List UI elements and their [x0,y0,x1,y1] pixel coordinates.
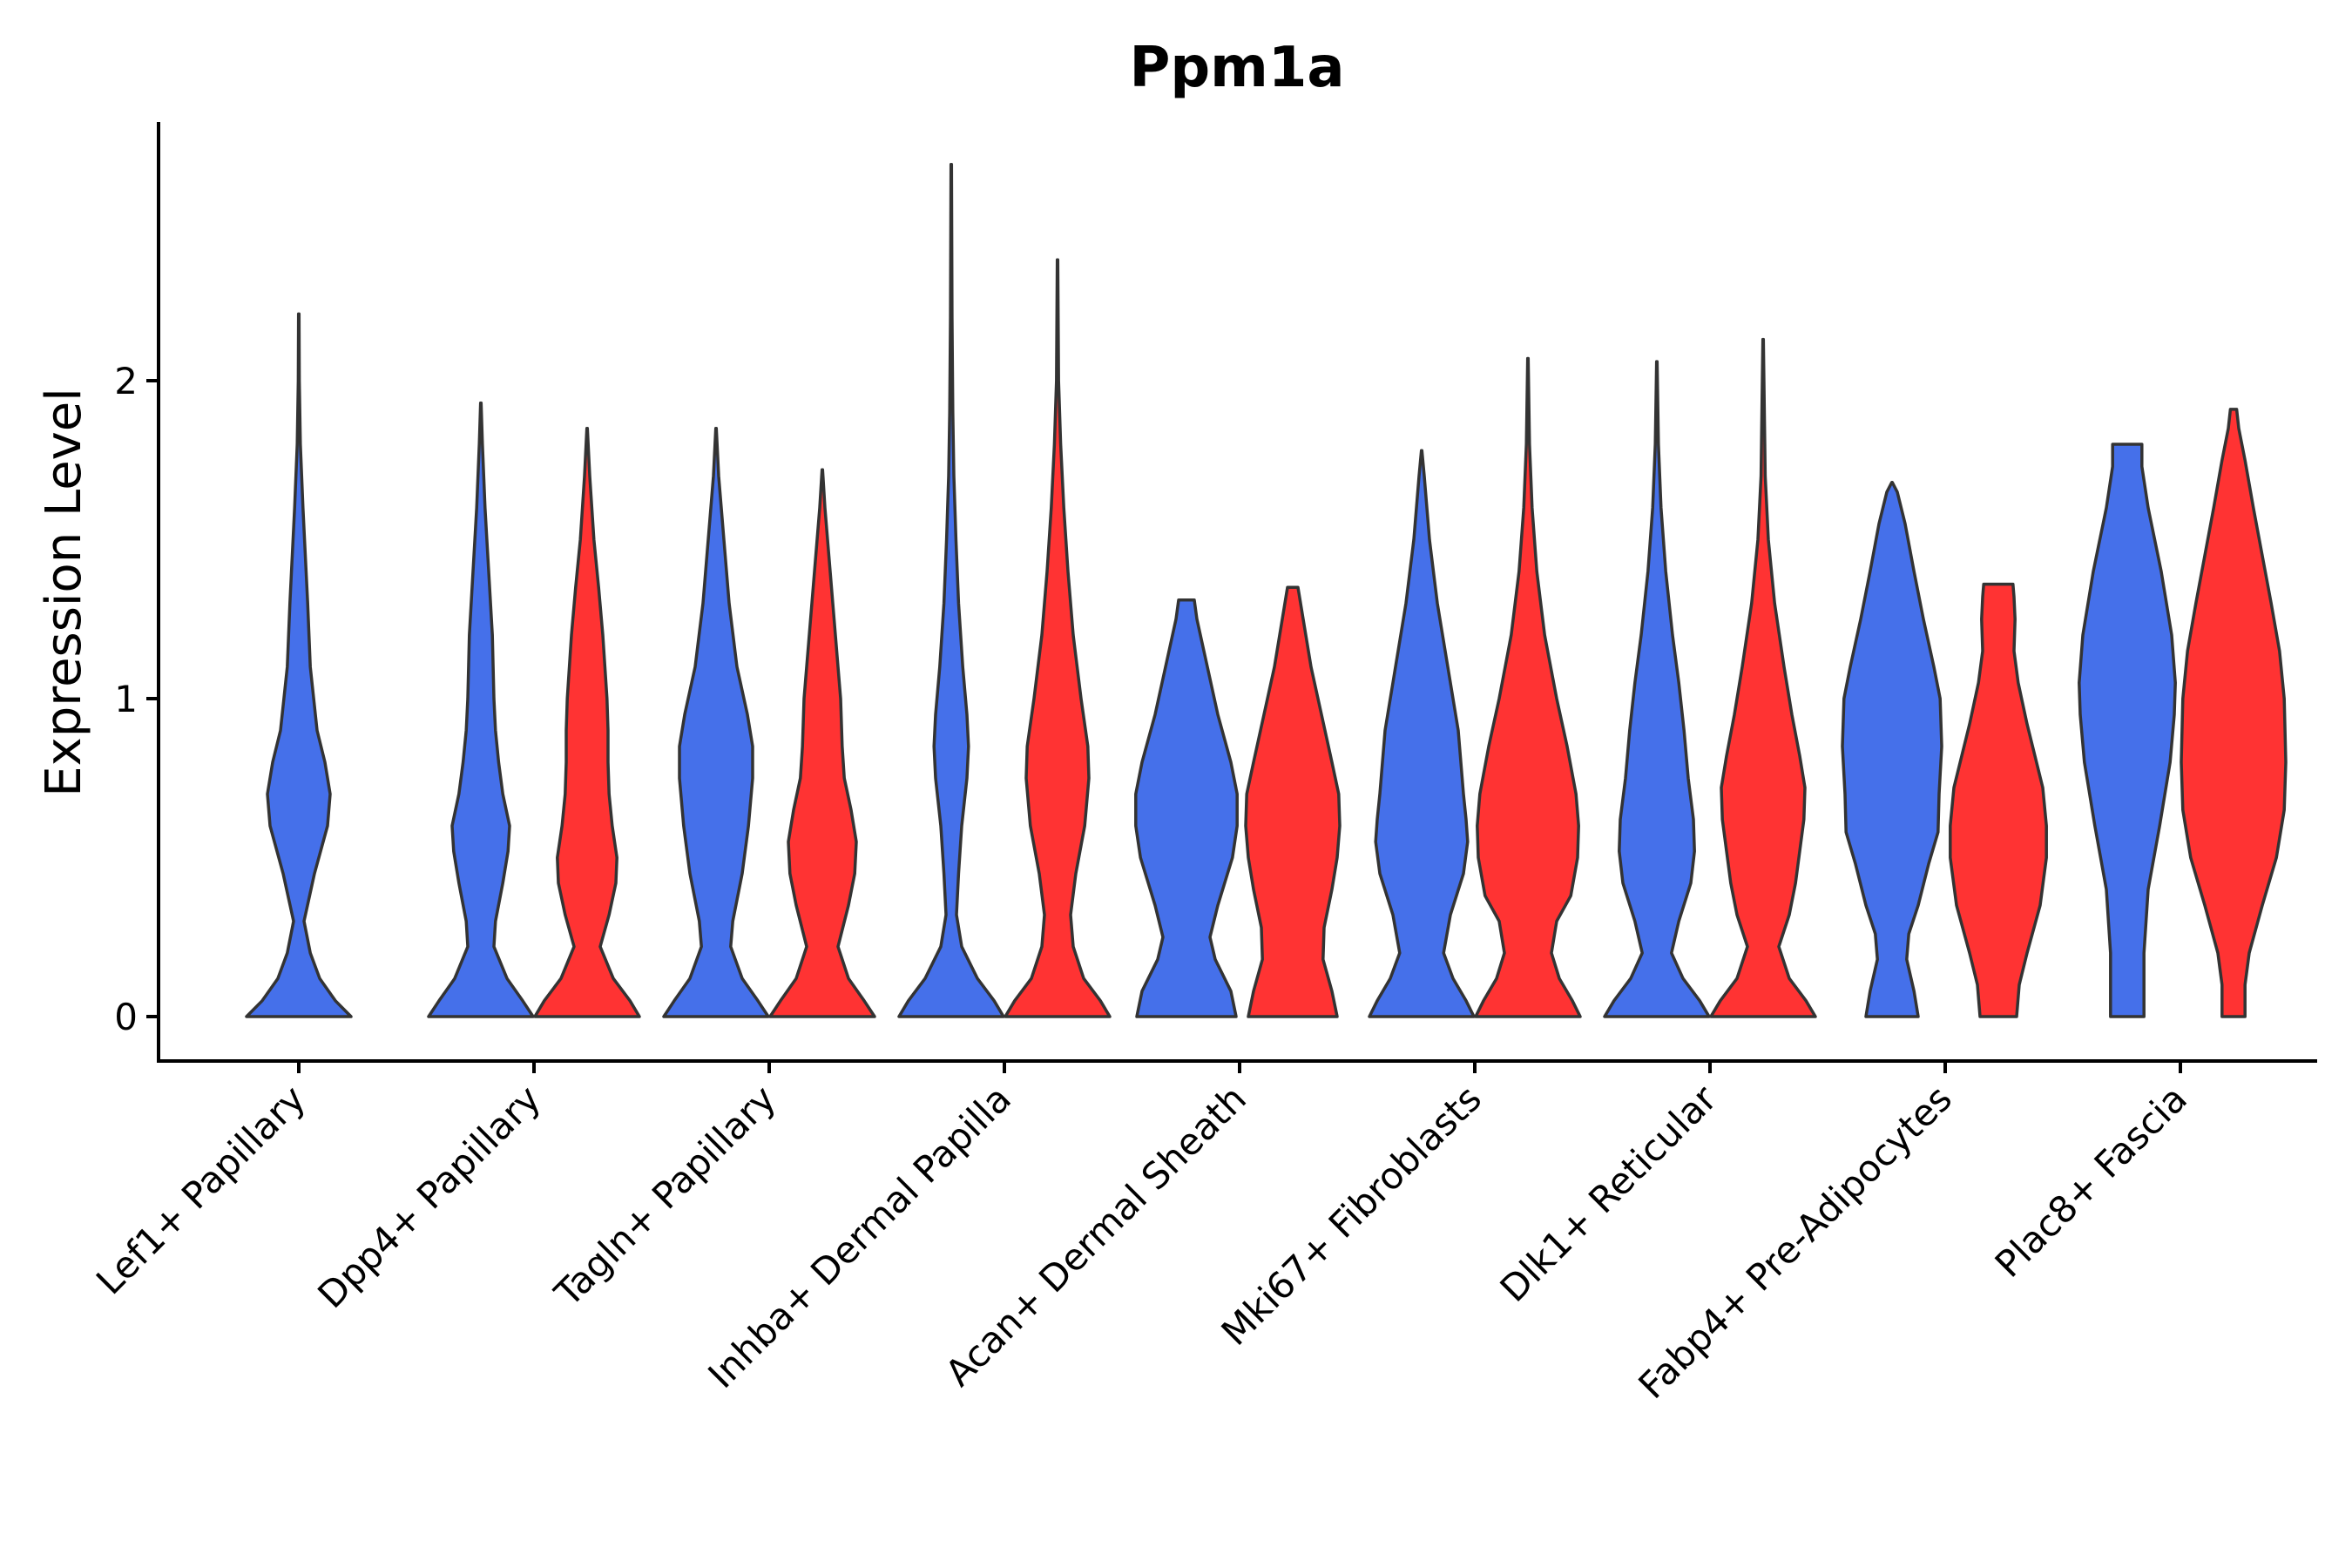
x-tick-label-tagln-papillary: Tagln+ Papillary [546,1077,784,1315]
violin-dlk1-reticular-group1 [1603,360,1711,1018]
violin-inhba-dermal-papilla-group1 [897,163,1005,1018]
y-tick-label-2: 2 [114,360,138,402]
chart-title: Ppm1a [1129,36,1344,100]
x-tick-label-dlk1-reticular: Dlk1+ Reticular [1492,1077,1726,1310]
violin-plac8-fascia-group2 [2180,408,2288,1018]
axes-group [146,122,2317,1073]
violin-acan-dermal-sheath-group2 [1244,585,1342,1018]
violin-fabp4-pre-adipocytes-group2 [1949,582,2048,1018]
x-tick-label-dpp4-papillary: Dpp4+ Papillary [309,1077,549,1316]
y-tick-label-1: 1 [114,678,138,720]
x-tick-label-lef1-papillary: Lef1+ Papillary [88,1077,314,1302]
violin-mki67-fibroblasts-group2 [1474,356,1582,1018]
violin-lef1-papillary-group1 [245,312,353,1018]
x-tick-label-mki67-fibroblasts: Mki67+ Fibroblasts [1213,1077,1490,1353]
y-tick-label-0: 0 [114,996,138,1038]
violin-acan-dermal-sheath-group1 [1134,598,1239,1018]
violin-plac8-fascia-group1 [2078,443,2177,1018]
violin-mki67-fibroblasts-group1 [1368,449,1476,1018]
violin-fabp4-pre-adipocytes-group1 [1841,481,1943,1018]
violin-dpp4-papillary-group1 [427,401,535,1018]
violin-inhba-dermal-papilla-group2 [1004,258,1112,1018]
y-axis-label: Expression Level [36,388,92,797]
violin-dlk1-reticular-group2 [1709,337,1817,1018]
violin-dpp4-papillary-group2 [533,427,641,1018]
violin-tagln-papillary-group2 [768,468,876,1018]
violin-group [245,163,2288,1018]
violin-tagln-papillary-group1 [662,427,770,1018]
x-tick-label-plac8-fascia: Plac8+ Fascia [1987,1077,2195,1285]
